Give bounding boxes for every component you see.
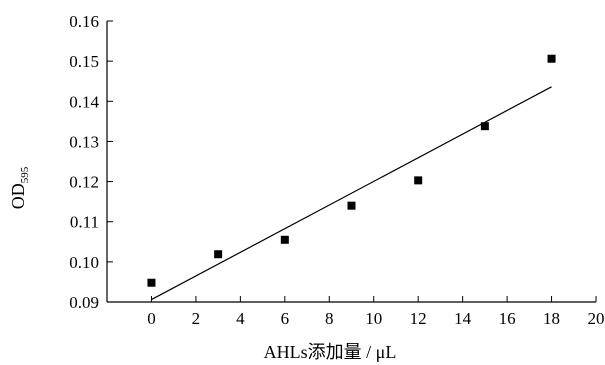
y-tick-label: 0.09	[69, 293, 99, 312]
x-tick-label: 14	[454, 309, 472, 328]
data-point	[280, 235, 289, 244]
y-tick-label: 0.10	[69, 253, 99, 272]
y-tick-label: 0.13	[69, 132, 99, 151]
x-ticks: 0 2 4 6 8 10 12 14 16 18 20	[147, 296, 605, 328]
y-axis-title: OD595	[8, 166, 31, 209]
y-tick-label: 0.15	[69, 52, 99, 71]
x-tick-label: 8	[325, 309, 334, 328]
axes	[106, 21, 596, 303]
x-tick-label: 2	[192, 309, 201, 328]
linear-fit-line	[151, 86, 552, 301]
y-tick-label: 0.12	[69, 173, 99, 192]
data-points	[147, 54, 556, 287]
y-tick-label: 0.11	[70, 213, 99, 232]
y-tick-label: 0.16	[69, 12, 99, 31]
data-point	[480, 122, 489, 131]
x-tick-label: 10	[365, 309, 382, 328]
x-tick-label: 16	[499, 309, 516, 328]
x-tick-label: 0	[147, 309, 156, 328]
x-tick-label: 20	[588, 309, 605, 328]
x-tick-label: 12	[410, 309, 427, 328]
data-point	[547, 54, 556, 63]
y-ticks: 0.09 0.10 0.11 0.12 0.13 0.14 0.15 0.16	[69, 12, 113, 312]
data-point	[214, 250, 223, 259]
y-axis-title-subscript: 595	[19, 166, 31, 183]
y-tick-label: 0.14	[69, 92, 99, 111]
x-axis-title: AHLs添加量 / μL	[264, 342, 397, 362]
data-point	[414, 176, 423, 185]
data-point	[347, 201, 356, 210]
x-tick-label: 18	[543, 309, 560, 328]
data-point	[147, 278, 156, 287]
y-axis-title-main: OD	[8, 183, 28, 209]
x-tick-label: 6	[281, 309, 290, 328]
x-tick-label: 4	[236, 309, 245, 328]
